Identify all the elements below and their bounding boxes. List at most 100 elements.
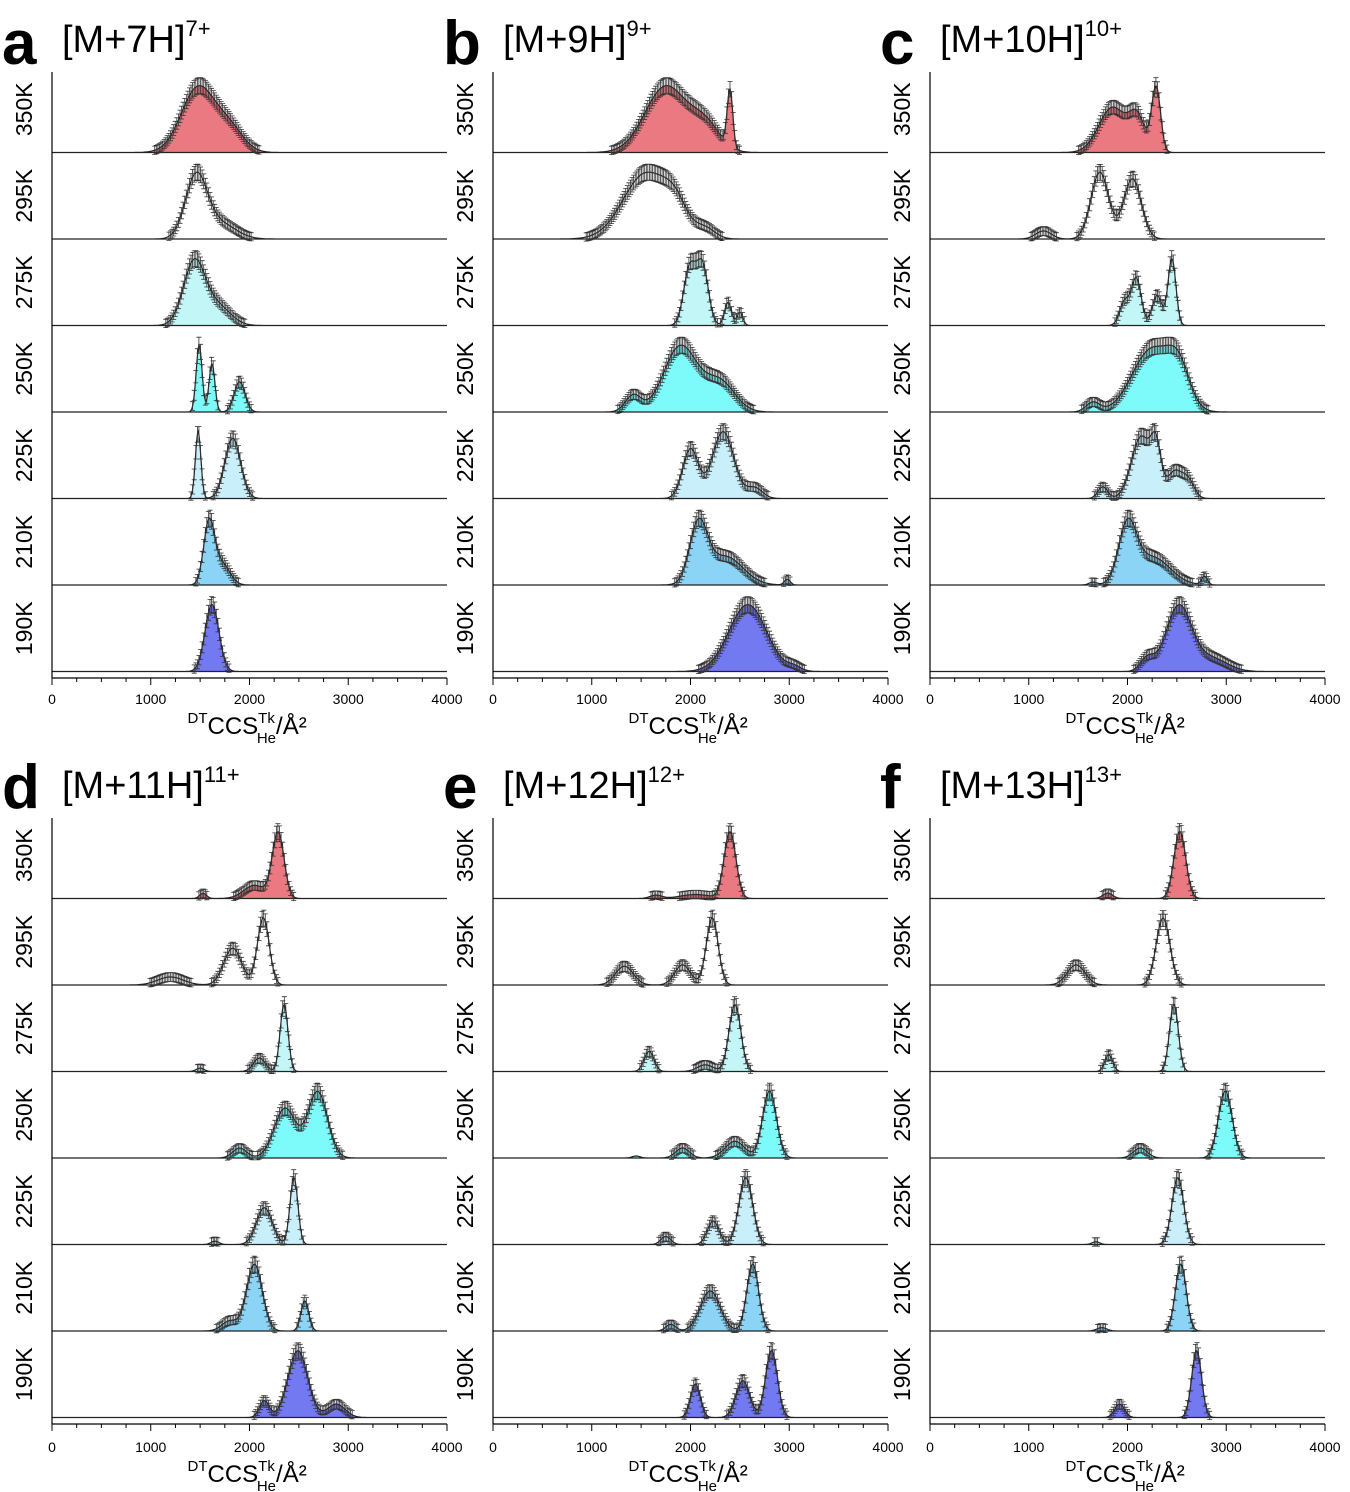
x-axis-title: DTCCSTk He/Å²: [188, 710, 307, 747]
xlabel-main: CCS: [649, 713, 700, 740]
panel-letter: a: [2, 9, 37, 78]
trace-275K: 275K: [889, 250, 1325, 327]
charge-label: 10+: [1085, 16, 1122, 41]
xlabel-main: CCS: [208, 1461, 259, 1488]
error-bars: [1126, 1082, 1246, 1160]
trace-250K: 250K: [889, 1082, 1325, 1160]
x-tick-label: 4000: [1309, 1439, 1340, 1455]
xlabel-pre: DT: [629, 1458, 649, 1475]
error-bars: [1091, 1169, 1195, 1247]
error-bars: [583, 163, 725, 242]
error-bars: [669, 1082, 790, 1160]
xlabel-sup: Tk: [699, 1458, 716, 1475]
x-tick-label: 4000: [431, 1439, 462, 1455]
x-tick-label: 3000: [774, 691, 805, 707]
trace-area: [52, 171, 447, 240]
panel-title: [M+10H]10+: [940, 16, 1122, 61]
row-label: 275K: [452, 255, 478, 309]
panel-c: c [M+10H]10+ 350K 295K 275K 250K 225K 210K 190K 0…: [880, 9, 1341, 747]
trace-275K: 275K: [11, 250, 447, 328]
x-tick-label: 1000: [1013, 1439, 1044, 1455]
x-tick-label: 1000: [576, 691, 607, 707]
trace-190K: 190K: [11, 596, 447, 674]
x-tick-label: 2000: [1112, 691, 1143, 707]
x-tick-label: 2000: [234, 691, 265, 707]
panel-title: [M+12H]12+: [503, 762, 685, 807]
xlabel-unit: /Å²: [276, 712, 307, 740]
xlabel-sub: He: [698, 730, 717, 747]
x-tick-label: 4000: [872, 1439, 903, 1455]
trace-350K: 350K: [889, 823, 1325, 901]
row-label: 350K: [11, 82, 37, 136]
xlabel-sup: Tk: [258, 710, 275, 727]
trace-190K: 190K: [452, 596, 888, 674]
row-label: 210K: [452, 514, 478, 568]
xlabel-sub: He: [1135, 730, 1154, 747]
xlabel-main: CCS: [1086, 1461, 1137, 1488]
error-bars: [1131, 596, 1244, 674]
trace-275K: 275K: [452, 250, 888, 328]
x-tick-label: 0: [48, 1439, 56, 1455]
row-label: 190K: [452, 1347, 478, 1401]
trace-area: [493, 1090, 888, 1159]
panel-a: a [M+7H]7+ 350K 295K 275K 250K 225K 210K 190K 0 10…: [2, 9, 463, 747]
error-bars: [681, 1342, 790, 1420]
row-label: 295K: [452, 914, 478, 968]
error-bars: [209, 1169, 306, 1247]
xlabel-unit: /Å²: [1154, 712, 1185, 740]
trace-190K: 190K: [452, 1342, 888, 1420]
row-label: 275K: [11, 1001, 37, 1055]
panel-d: d [M+11H]11+ 350K 295K 275K 250K 225K 210K 190K 0…: [2, 753, 463, 1492]
trace-area: [493, 171, 888, 240]
panel-letter: d: [2, 753, 40, 822]
error-bars: [1095, 1255, 1197, 1334]
panel-f: f [M+13H]13+ 350K 295K 275K 250K 225K 210K 190K 0…: [880, 753, 1341, 1492]
row-label: 275K: [452, 1001, 478, 1055]
x-tick-label: 0: [926, 1439, 934, 1455]
trace-250K: 250K: [452, 336, 888, 415]
error-bars: [669, 423, 771, 501]
x-axis-title: DTCCSTk He/Å²: [629, 710, 748, 747]
trace-275K: 275K: [889, 996, 1325, 1074]
ion-label: [M+11H]: [62, 765, 204, 807]
x-tick-label: 2000: [675, 1439, 706, 1455]
trace-area: [930, 1090, 1325, 1159]
row-label: 210K: [11, 514, 37, 568]
charge-label: 12+: [648, 762, 685, 787]
x-tick-label: 0: [926, 691, 934, 707]
panel-title: [M+9H]9+: [503, 16, 652, 61]
row-label: 295K: [452, 168, 478, 222]
trace-225K: 225K: [452, 423, 888, 501]
row-label: 295K: [889, 914, 915, 968]
error-bars: [213, 1255, 316, 1334]
xlabel-pre: DT: [188, 1458, 208, 1475]
row-label: 275K: [11, 255, 37, 309]
trace-210K: 210K: [889, 509, 1325, 588]
error-bars: [1028, 164, 1157, 242]
trace-area: [493, 1177, 888, 1246]
ion-label: [M+7H]: [62, 19, 186, 61]
error-bars: [1088, 509, 1213, 588]
trace-350K: 350K: [452, 823, 888, 901]
row-label: 250K: [452, 1087, 478, 1141]
trace-210K: 210K: [889, 1255, 1325, 1334]
row-label: 350K: [889, 82, 915, 136]
xlabel-sup: Tk: [258, 1458, 275, 1475]
charge-label: 7+: [186, 16, 211, 41]
trace-area: [930, 831, 1325, 900]
error-bars: [163, 250, 248, 328]
panel-e: e [M+12H]12+ 350K 295K 275K 250K 225K 210K 190K 0…: [443, 753, 904, 1492]
row-label: 250K: [11, 341, 37, 395]
ion-label: [M+12H]: [503, 765, 648, 807]
error-bars: [191, 596, 232, 674]
trace-area: [930, 431, 1325, 500]
x-tick-label: 0: [489, 691, 497, 707]
trace-250K: 250K: [11, 336, 447, 415]
trace-295K: 295K: [11, 163, 447, 242]
row-label: 225K: [889, 428, 915, 482]
panel-title: [M+11H]11+: [62, 762, 240, 807]
ion-label: [M+13H]: [940, 765, 1085, 807]
error-bars: [1107, 1342, 1213, 1420]
row-label: 250K: [889, 341, 915, 395]
